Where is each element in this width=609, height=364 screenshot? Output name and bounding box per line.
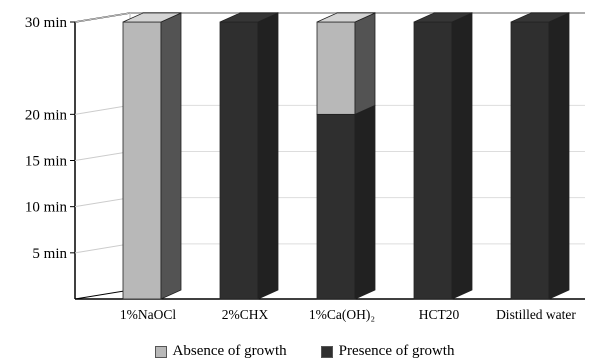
x-tick-label-1: 2%CHX: [222, 307, 269, 322]
legend-item-1: Presence of growth: [320, 343, 455, 360]
x-tick-label-4: Distilled water: [496, 307, 576, 322]
gridline-depth-1: [74, 197, 131, 208]
bar-top-1-0: [219, 12, 279, 23]
bar-front-4-0: [510, 21, 550, 300]
x-tick-label-2: 1%Ca(OH)₂: [309, 307, 375, 322]
floor-edge: [74, 289, 131, 300]
bar-3-0: [413, 12, 473, 300]
bar-top-3-0: [413, 12, 473, 23]
bar-side-2-1: [354, 12, 376, 115]
legend-label-1: Presence of growth: [338, 343, 455, 359]
x-tick-label-3: HCT20: [419, 307, 460, 322]
y-tick-label-2: 15 min: [25, 154, 68, 170]
bar-2-0: [316, 104, 376, 300]
legend-label-0: Absence of growth: [172, 343, 287, 359]
y-axis-ticks: 5 min 10 min 15 min 20 min 30 min: [25, 15, 75, 262]
bar-front-3-0: [413, 21, 453, 300]
bar-front-0-1: [122, 21, 162, 300]
bars: [122, 12, 570, 300]
bar-front-1-0: [219, 21, 259, 300]
bar-0-1: [122, 12, 182, 300]
bar-side-3-0: [451, 12, 473, 300]
gridline-depth-2: [74, 151, 131, 161]
y-tick-label-4: 30 min: [25, 15, 68, 31]
gridline-depth-0: [74, 243, 131, 254]
bar-2-1: [316, 12, 376, 115]
y-tick-label-3: 20 min: [25, 107, 68, 123]
bar-1-0: [219, 12, 279, 300]
gridline-depth-3: [74, 104, 131, 115]
x-axis-labels: 1%NaOCl 2%CHX 1%Ca(OH)₂ HCT20 Distilled wate…: [120, 307, 577, 322]
bar-4-0: [510, 12, 570, 300]
gridline-depth-4: [74, 12, 131, 23]
legend-swatch-0: [154, 345, 167, 358]
bar-top-4-0: [510, 12, 570, 23]
legend-swatch-1: [320, 345, 333, 358]
legend-item-0: Absence of growth: [154, 343, 287, 360]
x-tick-label-0: 1%NaOCl: [120, 307, 176, 322]
bar-front-2-1: [316, 21, 356, 115]
legend: Absence of growth Presence of growth: [0, 343, 609, 360]
y-tick-label-1: 10 min: [25, 200, 68, 216]
bar-side-1-0: [257, 12, 279, 300]
bar-side-4-0: [548, 12, 570, 300]
bar-side-2-0: [354, 104, 376, 300]
bar-front-2-0: [316, 113, 356, 300]
bar-top-2-1: [316, 12, 376, 23]
bar-top-0-1: [122, 12, 182, 23]
bar-side-0-1: [160, 12, 182, 300]
y-tick-label-0: 5 min: [32, 246, 67, 262]
